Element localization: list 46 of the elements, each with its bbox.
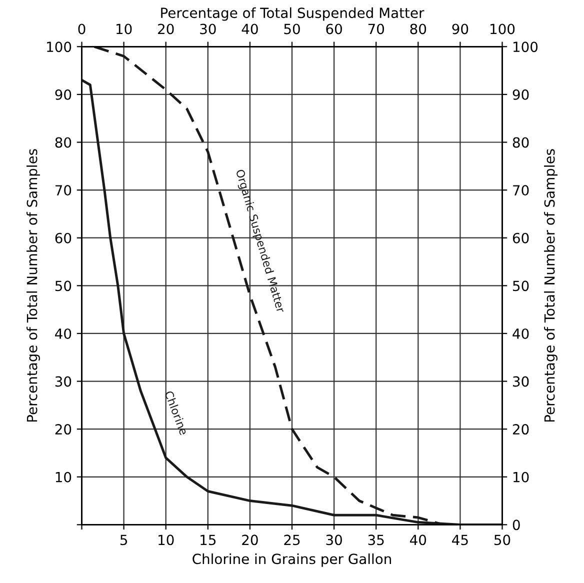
x-tick-label: 45 xyxy=(452,534,468,546)
y2-tick-label: 80 xyxy=(512,137,529,148)
y-tick-label: 10 xyxy=(56,472,72,482)
y2-tick-label: 0 xyxy=(512,520,520,530)
x-axis-title: Chlorine in Grains per Gallon xyxy=(192,553,391,567)
y2-tick-label: 50 xyxy=(513,280,529,292)
x-tick-label: 10 xyxy=(158,534,174,546)
y2-tick-label: 30 xyxy=(513,376,529,387)
y-tick-label: 50 xyxy=(55,280,72,292)
y-tick-label: 20 xyxy=(55,424,72,435)
y-axis-title: Percentage of Total Number of Samples xyxy=(26,149,40,422)
x2-tick-label: 30 xyxy=(200,24,216,34)
y2-tick-label: 90 xyxy=(512,89,529,100)
y-tick-label: 60 xyxy=(55,232,72,244)
x2-tick-label: 70 xyxy=(368,24,384,34)
y-tick-label: 80 xyxy=(55,137,72,148)
y-tick-label: 30 xyxy=(55,376,72,387)
x-tick-label: 25 xyxy=(284,534,300,546)
x2-tick-label: 50 xyxy=(284,24,300,34)
x-tick-label: 30 xyxy=(326,534,342,546)
x2-tick-label: 90 xyxy=(452,24,468,34)
x-tick-label: 35 xyxy=(368,534,384,546)
x-tick-label: 50 xyxy=(494,534,510,546)
y2-tick-label: 100 xyxy=(513,42,538,52)
x-tick-label: 40 xyxy=(410,534,426,546)
y2-tick-label: 60 xyxy=(512,232,529,244)
x-tick-label: 15 xyxy=(200,534,216,546)
y2-axis-title: Percentage of Total Number of Samples xyxy=(544,149,558,422)
x2-tick-label: 60 xyxy=(326,24,342,34)
y2-tick-label: 40 xyxy=(512,328,529,339)
y-tick-label: 40 xyxy=(55,328,72,339)
y2-tick-label: 10 xyxy=(513,472,529,482)
x2-tick-label: 0 xyxy=(78,24,86,34)
x-tick-label: 5 xyxy=(120,534,128,546)
y-tick-label: 90 xyxy=(55,89,72,100)
y-tick-label: 70 xyxy=(56,185,72,196)
x2-tick-label: 20 xyxy=(158,24,174,34)
y-tick-label: 100 xyxy=(47,42,72,52)
x-tick-label: 20 xyxy=(242,534,258,546)
x2-tick-label: 40 xyxy=(242,24,258,34)
y2-tick-label: 70 xyxy=(513,185,529,196)
x2-tick-label: 10 xyxy=(116,24,132,34)
x2-tick-label: 80 xyxy=(410,24,426,34)
x2-axis-title: Percentage of Total Suspended Matter xyxy=(161,7,424,21)
y2-tick-label: 20 xyxy=(512,424,529,435)
x2-tick-label: 100 xyxy=(490,24,515,34)
